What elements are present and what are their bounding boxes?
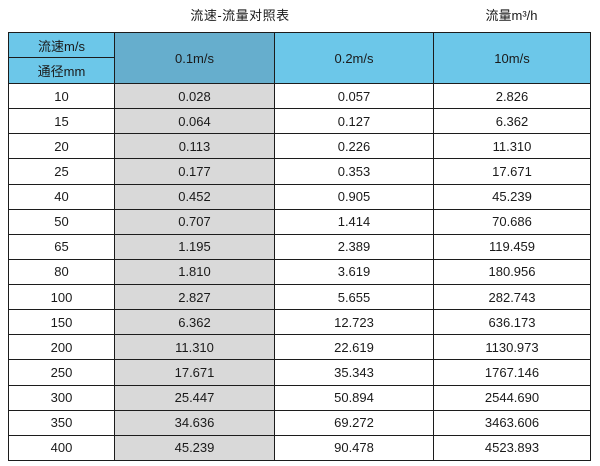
flow-value-cell: 17.671: [114, 359, 275, 386]
table-row: 150 6.362 12.723 636.173: [8, 309, 591, 336]
flow-value-cell: 0.905: [274, 183, 434, 210]
flow-value-cell: 1.195: [114, 233, 275, 260]
flow-value-cell: 45.239: [433, 183, 591, 210]
flow-value-cell: 1.414: [274, 208, 434, 235]
flow-value-cell: 2544.690: [433, 384, 591, 411]
flow-value-cell: 17.671: [433, 158, 591, 185]
flow-value-cell: 0.707: [114, 208, 275, 235]
diameter-cell: 25: [8, 158, 115, 185]
flow-value-cell: 6.362: [433, 108, 591, 135]
table-header: 流速m/s 0.1m/s 0.2m/s 10m/s 通径mm: [8, 32, 591, 84]
flow-value-cell: 0.057: [274, 82, 434, 110]
diameter-cell: 10: [8, 82, 115, 110]
flow-value-cell: 636.173: [433, 309, 591, 336]
table-row: 40 0.452 0.905 45.239: [8, 183, 591, 210]
flow-value-cell: 119.459: [433, 233, 591, 260]
flow-value-cell: 34.636: [114, 409, 275, 436]
flow-value-cell: 3.619: [274, 258, 434, 286]
diameter-cell: 250: [8, 359, 115, 386]
header-row-diameter: 通径mm: [8, 57, 591, 84]
diameter-cell: 80: [8, 258, 115, 286]
flow-value-cell: 1767.146: [433, 359, 591, 386]
table-body: 10 0.028 0.057 2.826 15 0.064 0.127 6.362 20 0.11…: [8, 82, 591, 462]
flow-value-cell: 1130.973: [433, 334, 591, 361]
table-row: 350 34.636 69.272 3463.606: [8, 409, 591, 436]
flow-value-cell: 0.113: [114, 133, 275, 160]
flow-value-cell: 6.362: [114, 309, 275, 336]
diameter-cell: 200: [8, 334, 115, 361]
column-header-velocity-0.2: 0.2m/s: [274, 32, 434, 84]
flow-value-cell: 282.743: [433, 283, 591, 311]
flow-value-cell: 12.723: [274, 309, 434, 336]
flow-value-cell: 69.272: [274, 409, 434, 436]
diameter-cell: 300: [8, 384, 115, 411]
flow-value-cell: 11.310: [433, 133, 591, 160]
diameter-cell: 400: [8, 434, 115, 462]
flow-value-cell: 22.619: [274, 334, 434, 361]
diameter-cell: 150: [8, 309, 115, 336]
flow-value-cell: 0.353: [274, 158, 434, 185]
corner-diameter-label: 通径mm: [8, 57, 115, 84]
flow-value-cell: 0.127: [274, 108, 434, 135]
flow-value-cell: 0.226: [274, 133, 434, 160]
table-row: 20 0.113 0.226 11.310: [8, 133, 591, 160]
diameter-cell: 15: [8, 108, 115, 135]
table-row: 250 17.671 35.343 1767.146: [8, 359, 591, 386]
flow-value-cell: 0.177: [114, 158, 275, 185]
flow-value-cell: 0.028: [114, 82, 275, 110]
flow-value-cell: 1.810: [114, 258, 275, 286]
diameter-cell: 100: [8, 283, 115, 311]
flow-value-cell: 11.310: [114, 334, 275, 361]
table-row: 100 2.827 5.655 282.743: [8, 283, 591, 311]
flow-value-cell: 180.956: [433, 258, 591, 286]
flow-value-cell: 3463.606: [433, 409, 591, 436]
flow-value-cell: 0.064: [114, 108, 275, 135]
flow-value-cell: 0.452: [114, 183, 275, 210]
flow-value-cell: 90.478: [274, 434, 434, 462]
column-header-velocity-0.1: 0.1m/s: [114, 32, 275, 84]
diameter-cell: 40: [8, 183, 115, 210]
flow-value-cell: 2.826: [433, 82, 591, 110]
diameter-cell: 65: [8, 233, 115, 260]
table-row: 80 1.810 3.619 180.956: [8, 258, 591, 286]
table-row: 25 0.177 0.353 17.671: [8, 158, 591, 185]
table-row: 10 0.028 0.057 2.826: [8, 82, 591, 110]
diameter-cell: 50: [8, 208, 115, 235]
flow-value-cell: 25.447: [114, 384, 275, 411]
flow-value-cell: 35.343: [274, 359, 434, 386]
flow-unit-label: 流量m³/h: [485, 8, 538, 23]
header-row-velocity: 流速m/s 0.1m/s 0.2m/s 10m/s: [8, 32, 591, 84]
table-row: 50 0.707 1.414 70.686: [8, 208, 591, 235]
column-header-velocity-10: 10m/s: [433, 32, 591, 84]
flow-value-cell: 2.827: [114, 283, 275, 311]
flow-value-cell: 2.389: [274, 233, 434, 260]
table-row: 15 0.064 0.127 6.362: [8, 108, 591, 135]
table-row: 200 11.310 22.619 1130.973: [8, 334, 591, 361]
flow-value-cell: 45.239: [114, 434, 275, 462]
table-row: 400 45.239 90.478 4523.893: [8, 434, 591, 462]
table-row: 65 1.195 2.389 119.459: [8, 233, 591, 260]
flow-value-cell: 70.686: [433, 208, 591, 235]
diameter-cell: 350: [8, 409, 115, 436]
diameter-cell: 20: [8, 133, 115, 160]
corner-velocity-label: 流速m/s: [8, 32, 115, 58]
flow-value-cell: 5.655: [274, 283, 434, 311]
flow-table: 流速m/s 0.1m/s 0.2m/s 10m/s 通径mm 10 0.028 0.…: [8, 32, 591, 462]
flow-value-cell: 4523.893: [433, 434, 591, 462]
flow-value-cell: 50.894: [274, 384, 434, 411]
page-title: 流速-流量对照表: [190, 8, 290, 23]
table-row: 300 25.447 50.894 2544.690: [8, 384, 591, 411]
